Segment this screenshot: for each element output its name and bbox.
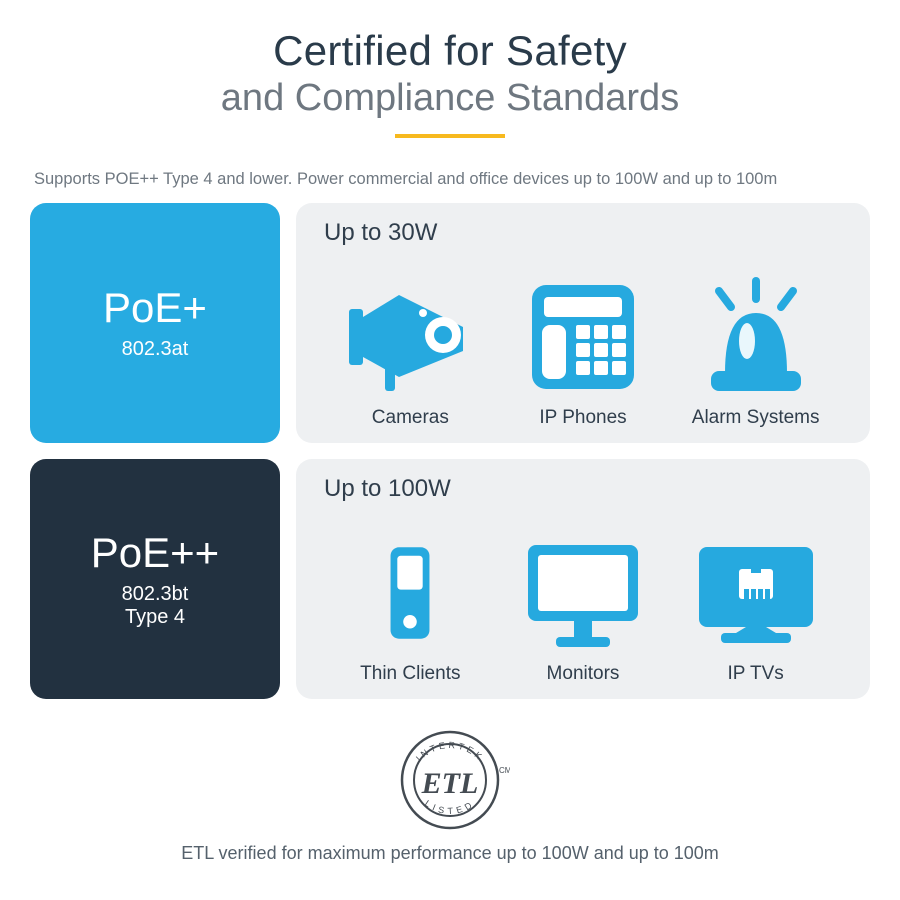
items-row-1: Thin Clients Monitors	[324, 509, 842, 689]
badge-poe-plus-plus: PoE++ 802.3bt Type 4	[30, 459, 280, 699]
accent-underline	[395, 134, 505, 138]
item-label: Monitors	[547, 663, 620, 685]
item-label: IP TVs	[727, 663, 783, 685]
etl-side: CM	[499, 766, 510, 775]
iptv-icon	[691, 533, 821, 653]
row-poe-plus-plus: PoE++ 802.3bt Type 4 Up to 100W	[30, 459, 870, 699]
item-monitor: Monitors	[518, 533, 648, 689]
item-label: Thin Clients	[360, 663, 460, 685]
title-line-1: Certified for Safety	[0, 28, 900, 74]
svg-text:INTERTEK: INTERTEK	[414, 740, 486, 763]
panel-poe-plus-plus: Up to 100W Thin Clients	[296, 459, 870, 699]
etl-mid: ETL	[421, 767, 479, 800]
badge-sub2: Type 4	[125, 606, 185, 629]
badge-sub: 802.3at	[122, 338, 189, 361]
items-row-0: Cameras	[324, 253, 842, 433]
footer: ETL INTERTEK LISTED CM ETL verified for …	[0, 715, 900, 864]
infographic-root: Certified for Safety and Compliance Stan…	[0, 0, 900, 864]
etl-bottom: LISTED	[423, 798, 477, 816]
camera-icon	[345, 277, 475, 397]
thinclient-icon	[345, 533, 475, 653]
title-line-2: and Compliance Standards	[0, 78, 900, 120]
item-thin-client: Thin Clients	[345, 533, 475, 689]
item-camera: Cameras	[345, 277, 475, 433]
row-poe-plus: PoE+ 802.3at Up to 30W	[30, 203, 870, 443]
badge-name: PoE++	[91, 529, 219, 577]
subtitle: Supports POE++ Type 4 and lower. Power c…	[0, 148, 900, 203]
item-label: IP Phones	[539, 407, 626, 429]
etl-top: INTERTEK	[414, 740, 486, 763]
item-iptv: IP TVs	[691, 533, 821, 689]
panel-heading: Up to 100W	[324, 475, 842, 503]
footer-text: ETL verified for maximum performance up …	[0, 843, 900, 864]
badge-sub: 802.3bt	[122, 583, 189, 606]
item-phone: IP Phones	[518, 277, 648, 433]
etl-mark-icon: ETL INTERTEK LISTED CM	[0, 715, 900, 835]
monitor-icon	[518, 533, 648, 653]
header: Certified for Safety and Compliance Stan…	[0, 0, 900, 148]
item-label: Cameras	[372, 407, 449, 429]
item-label: Alarm Systems	[692, 407, 820, 429]
panel-heading: Up to 30W	[324, 219, 842, 247]
badge-name: PoE+	[103, 284, 207, 332]
rows-container: PoE+ 802.3at Up to 30W	[0, 203, 900, 699]
item-alarm: Alarm Systems	[691, 277, 821, 433]
badge-poe-plus: PoE+ 802.3at	[30, 203, 280, 443]
phone-icon	[518, 277, 648, 397]
alarm-icon	[691, 277, 821, 397]
svg-text:LISTED: LISTED	[423, 798, 477, 816]
panel-poe-plus: Up to 30W	[296, 203, 870, 443]
